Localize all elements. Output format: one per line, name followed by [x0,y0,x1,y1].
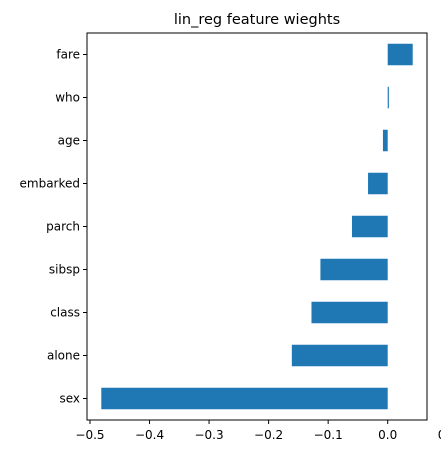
bar-sex [101,387,388,410]
x-tick-label: −0.2 [254,428,283,442]
x-tick-label: −0.3 [194,428,223,442]
x-tick-label: −0.4 [135,428,164,442]
x-tick-label: 0.0 [378,428,397,442]
bar-embarked [368,172,388,195]
axes-frame [86,32,428,421]
bars-group [101,43,413,410]
x-axis-ticks: −0.5 −0.4 −0.3 −0.2 −0.1 0.0 0.1 [75,420,441,442]
bar-class [311,301,388,324]
bar-sibsp [320,258,388,281]
y-tick-label-age: age [58,134,80,148]
y-axis-ticks: fare who age embarked parch sibsp class alone se… [20,48,87,406]
y-tick-label-parch: parch [46,220,80,234]
y-tick-label-alone: alone [47,349,80,363]
y-tick-label-sex: sex [59,392,80,406]
y-tick-label-fare: fare [56,48,80,62]
y-tick-label-class: class [50,306,80,320]
y-tick-label-embarked: embarked [20,177,81,191]
bar-age [382,129,388,152]
bar-fare [387,43,413,66]
x-tick-label: −0.5 [75,428,104,442]
bar-parch [351,215,388,238]
x-tick-label: 0.1 [438,428,441,442]
y-tick-label-sibsp: sibsp [49,263,80,277]
bar-alone [291,344,388,367]
x-tick-label: −0.1 [314,428,343,442]
bar-who [387,86,389,109]
y-tick-label-who: who [55,91,80,105]
chart-title: lin_reg feature wieghts [174,12,340,28]
